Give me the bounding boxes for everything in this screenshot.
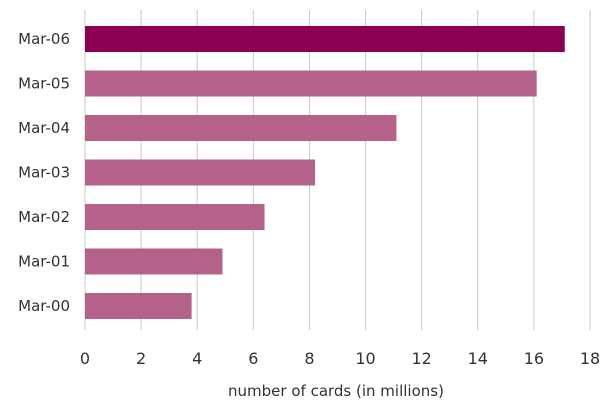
- x-tick-label: 6: [248, 349, 258, 368]
- category-label: Mar-04: [18, 119, 70, 137]
- x-tick-label: 10: [355, 349, 375, 368]
- bar-mar-04: [85, 115, 397, 141]
- category-labels: Mar-06 Mar-05 Mar-04 Mar-03 Mar-02 Mar-01 Mar-…: [18, 30, 70, 315]
- x-tick-label: 2: [136, 349, 146, 368]
- category-label: Mar-06: [18, 30, 70, 48]
- x-tick-label: 8: [304, 349, 314, 368]
- category-label: Mar-02: [18, 208, 70, 226]
- x-axis-title: number of cards (in millions): [228, 382, 444, 400]
- bar-mar-03: [85, 159, 316, 186]
- bars: [85, 26, 565, 319]
- bar-mar-01: [85, 248, 223, 275]
- x-tick-label: 4: [192, 349, 202, 368]
- x-tick-label: 14: [468, 349, 488, 368]
- category-label: Mar-05: [18, 75, 70, 93]
- bar-mar-02: [85, 204, 265, 230]
- x-tick-labels: 0 2 4 6 8 10 12 14 16 18: [80, 349, 600, 368]
- category-label: Mar-01: [18, 253, 70, 271]
- category-label: Mar-03: [18, 164, 70, 182]
- x-tick-label: 12: [411, 349, 431, 368]
- bar-mar-00: [85, 293, 192, 319]
- bar-mar-06: [85, 26, 565, 52]
- category-label: Mar-00: [18, 297, 70, 315]
- x-tick-label: 16: [524, 349, 544, 368]
- x-tick-label: 0: [80, 349, 90, 368]
- x-tick-label: 18: [580, 349, 600, 368]
- bar-mar-05: [85, 70, 537, 97]
